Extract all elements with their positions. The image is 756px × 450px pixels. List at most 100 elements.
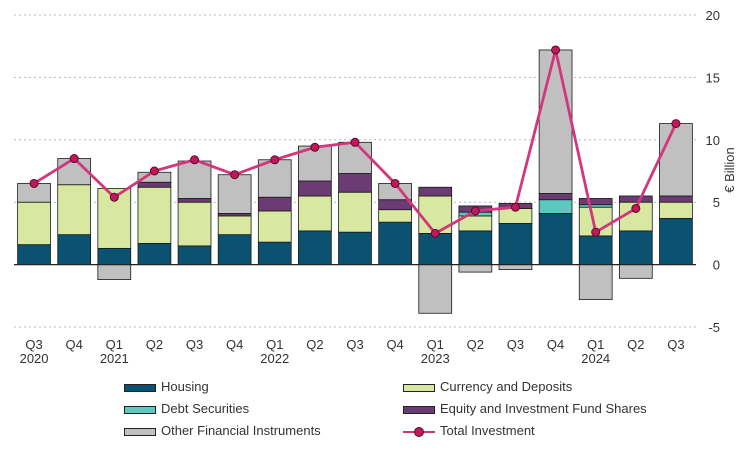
total-investment-point bbox=[551, 45, 561, 55]
bar-segment bbox=[618, 230, 653, 266]
bar-segment bbox=[17, 201, 51, 246]
x-tick-label: Q2 bbox=[627, 337, 644, 352]
x-tick-label: Q4 bbox=[547, 337, 564, 352]
bar-segment bbox=[498, 264, 533, 270]
bar-segment bbox=[338, 141, 372, 174]
x-tick-label: Q2 bbox=[467, 337, 484, 352]
x-tick-label: Q2 bbox=[306, 337, 323, 352]
bars bbox=[17, 49, 693, 314]
x-tick-year-label: 2023 bbox=[421, 351, 450, 366]
bar-segment bbox=[538, 199, 573, 214]
total-investment-point bbox=[109, 192, 119, 202]
y-tick-label: -5 bbox=[708, 320, 720, 335]
bar-segment bbox=[458, 264, 493, 273]
legend-item-equity: Equity and Investment Fund Shares bbox=[403, 401, 647, 416]
total-investment-point bbox=[430, 228, 440, 238]
legend-label: Equity and Investment Fund Shares bbox=[440, 401, 647, 416]
bar-segment bbox=[177, 201, 212, 247]
total-investment-point bbox=[29, 178, 39, 188]
bar-segment bbox=[378, 221, 412, 265]
bar-segment bbox=[659, 218, 693, 265]
bar-segment bbox=[57, 234, 92, 265]
x-tick-year-label: 2024 bbox=[581, 351, 610, 366]
x-tick-label: Q1 bbox=[587, 337, 604, 352]
bar-segment bbox=[137, 242, 172, 266]
legend-item-debt: Debt Securities bbox=[124, 401, 249, 416]
bar-segment bbox=[298, 230, 332, 266]
bar-segment bbox=[538, 193, 573, 201]
bar-segment bbox=[257, 241, 292, 266]
bar-segment bbox=[578, 235, 613, 265]
total-investment-point bbox=[350, 137, 360, 147]
bar-segment bbox=[378, 199, 412, 211]
y-axis-title: € Billion bbox=[722, 147, 737, 193]
x-tick-label: Q3 bbox=[507, 337, 524, 352]
legend-label: Other Financial Instruments bbox=[161, 423, 321, 438]
bar-segment bbox=[458, 230, 493, 266]
bar-segment bbox=[659, 123, 693, 197]
bar-segment bbox=[498, 223, 533, 265]
equity-swatch bbox=[403, 405, 435, 414]
bar-segment bbox=[418, 186, 453, 197]
bar-segment bbox=[217, 215, 252, 236]
x-tick-label: Q1 bbox=[427, 337, 444, 352]
bar-segment bbox=[257, 196, 292, 212]
bar-segment bbox=[338, 231, 372, 265]
other-swatch bbox=[124, 427, 156, 436]
bar-segment bbox=[298, 195, 332, 232]
legend-item-housing: Housing bbox=[124, 379, 209, 394]
total-investment-point bbox=[310, 142, 320, 152]
bar-segment bbox=[177, 198, 212, 203]
x-tick-label: Q3 bbox=[25, 337, 42, 352]
bar-segment bbox=[538, 49, 573, 194]
y-tick-label: 0 bbox=[713, 258, 720, 273]
y-tick-labels: -5 0 5 10 15 20 bbox=[706, 8, 720, 335]
bar-segment bbox=[418, 232, 453, 265]
x-tick-label: Q4 bbox=[226, 337, 243, 352]
bar-segment bbox=[578, 264, 613, 300]
x-tick-label: Q3 bbox=[346, 337, 363, 352]
bar-segment bbox=[257, 159, 292, 198]
bar-segment bbox=[177, 160, 212, 199]
bar-segment bbox=[17, 244, 51, 266]
bar-segment bbox=[618, 195, 653, 203]
bar-segment bbox=[578, 198, 613, 206]
x-tick-year-label: 2021 bbox=[100, 351, 129, 366]
total-investment-point bbox=[470, 206, 480, 216]
total-investment-point bbox=[69, 154, 79, 164]
x-tick-year-label: 2020 bbox=[20, 351, 49, 366]
x-tick-label: Q3 bbox=[667, 337, 684, 352]
total-investment-point bbox=[510, 202, 520, 212]
bar-segment bbox=[618, 264, 653, 279]
y-tick-label: 5 bbox=[713, 195, 720, 210]
total-investment-point bbox=[591, 227, 601, 237]
bar-segment bbox=[97, 247, 132, 266]
bar-segment bbox=[217, 174, 252, 214]
bar-segment bbox=[137, 181, 172, 188]
total-investment-point bbox=[149, 166, 159, 176]
total-investment-point bbox=[190, 155, 200, 165]
bar-segment bbox=[538, 213, 573, 266]
x-tick-label: Q2 bbox=[146, 337, 163, 352]
y-tick-label: 15 bbox=[706, 70, 720, 85]
housing-swatch bbox=[124, 383, 156, 392]
debt-swatch bbox=[124, 405, 156, 414]
bar-segment bbox=[338, 191, 372, 233]
bar-segment bbox=[338, 173, 372, 193]
legend-label: Housing bbox=[161, 379, 209, 394]
legend-item-total: Total Investment bbox=[403, 423, 535, 438]
legend-label: Currency and Deposits bbox=[440, 379, 573, 394]
bar-segment bbox=[418, 264, 453, 314]
x-tick-label: Q4 bbox=[386, 337, 403, 352]
bar-segment bbox=[298, 180, 332, 197]
total-investment-point bbox=[390, 178, 400, 188]
legend-label: Debt Securities bbox=[161, 401, 250, 416]
bar-segment bbox=[659, 195, 693, 203]
y-tick-label: 20 bbox=[706, 8, 720, 23]
total-investment-point bbox=[671, 119, 681, 129]
y-tick-label: 10 bbox=[706, 133, 720, 148]
x-tick-label: Q1 bbox=[106, 337, 123, 352]
total-investment-point bbox=[631, 203, 641, 213]
